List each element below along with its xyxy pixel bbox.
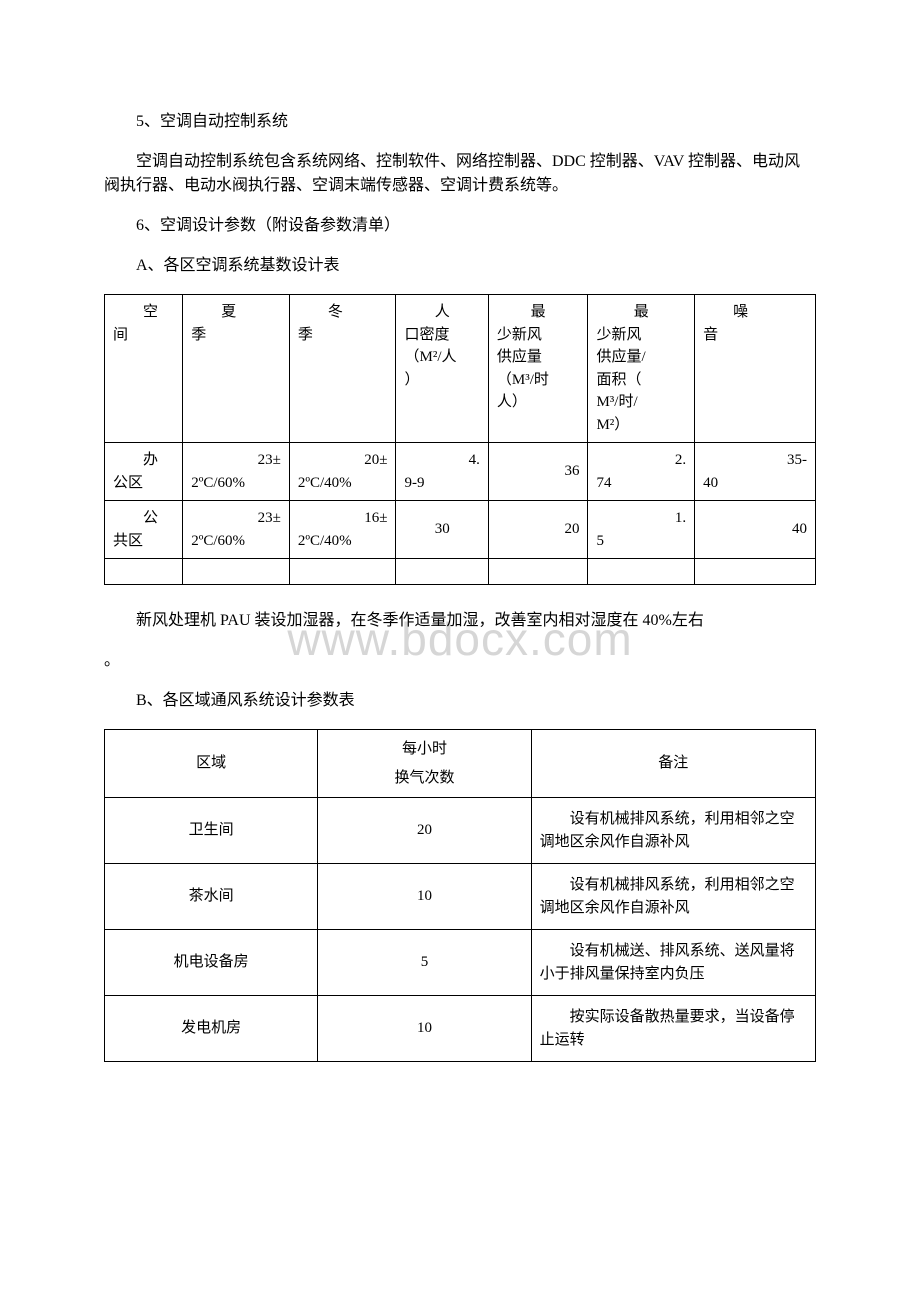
table-a-hdr-winter: 冬 季	[289, 295, 396, 443]
table-a-empty-row	[105, 559, 816, 585]
table-a-hdr-freshair-area: 最 少新风 供应量/ 面积（ M³/时/ M²）	[588, 295, 695, 443]
cell: 1. 5	[588, 501, 695, 559]
cell: 20	[488, 501, 588, 559]
table-b-hdr-note: 备注	[531, 730, 815, 798]
table-b-row: 机电设备房 5 设有机械送、排风系统、送风量将小于排风量保持室内负压	[105, 930, 816, 996]
table-a-row-public: 公 共区 23± 2ºC/60% 16± 2ºC/40% 30 20 1. 5 …	[105, 501, 816, 559]
cell: 设有机械送、排风系统、送风量将小于排风量保持室内负压	[531, 930, 815, 996]
table-b-header-row: 区域 每小时 换气次数 备注	[105, 730, 816, 798]
section-5-heading: 5、空调自动控制系统	[104, 110, 816, 134]
cell: 23± 2ºC/60%	[183, 501, 290, 559]
table-b-row: 卫生间 20 设有机械排风系统，利用相邻之空调地区余风作自源补风	[105, 798, 816, 864]
table-b-ventilation: 区域 每小时 换气次数 备注 卫生间 20 设有机械排风系统，利用相邻之空调地区…	[104, 729, 816, 1062]
cell: 2. 74	[588, 443, 695, 501]
table-a-hdr-noise: 噪 音	[695, 295, 816, 443]
table-a-hdr-density: 人 口密度 （M²/人 ）	[396, 295, 488, 443]
cell: 20± 2ºC/40%	[289, 443, 396, 501]
cell: 30	[396, 501, 488, 559]
table-b-hdr-area: 区域	[105, 730, 318, 798]
cell: 发电机房	[105, 996, 318, 1062]
document-page: 5、空调自动控制系统 空调自动控制系统包含系统网络、控制软件、网络控制器、DDC…	[0, 0, 920, 1146]
cell: 10	[318, 864, 531, 930]
cell: 设有机械排风系统，利用相邻之空调地区余风作自源补风	[531, 864, 815, 930]
section-6-heading: 6、空调设计参数（附设备参数清单）	[104, 214, 816, 238]
cell: 40	[695, 501, 816, 559]
cell: 16± 2ºC/40%	[289, 501, 396, 559]
table-b-hdr-changes: 每小时 换气次数	[318, 730, 531, 798]
cell: 办 公区	[105, 443, 183, 501]
cell: 按实际设备散热量要求，当设备停止运转	[531, 996, 815, 1062]
cell: 5	[318, 930, 531, 996]
table-a-hdr-space: 空 间	[105, 295, 183, 443]
table-a-header-row: 空 间 夏 季 冬 季 人 口密度 （M²/人 ） 最 少新风 供应量 （M³/	[105, 295, 816, 443]
table-a-hdr-freshair-person: 最 少新风 供应量 （M³/时 人）	[488, 295, 588, 443]
subsection-a-heading: A、各区空调系统基数设计表	[104, 254, 816, 278]
subsection-b-heading: B、各区域通风系统设计参数表	[104, 689, 816, 713]
pau-note-period: 。	[104, 649, 816, 673]
cell: 20	[318, 798, 531, 864]
cell: 23± 2ºC/60%	[183, 443, 290, 501]
table-a-hdr-summer: 夏 季	[183, 295, 290, 443]
cell: 4. 9-9	[396, 443, 488, 501]
cell: 设有机械排风系统，利用相邻之空调地区余风作自源补风	[531, 798, 815, 864]
cell: 10	[318, 996, 531, 1062]
cell: 公 共区	[105, 501, 183, 559]
table-b-row: 茶水间 10 设有机械排风系统，利用相邻之空调地区余风作自源补风	[105, 864, 816, 930]
pau-note: 新风处理机 PAU 装设加湿器，在冬季作适量加湿，改善室内相对湿度在 40%左右	[104, 609, 816, 633]
table-b-row: 发电机房 10 按实际设备散热量要求，当设备停止运转	[105, 996, 816, 1062]
cell: 36	[488, 443, 588, 501]
cell: 35- 40	[695, 443, 816, 501]
cell: 卫生间	[105, 798, 318, 864]
section-5-description: 空调自动控制系统包含系统网络、控制软件、网络控制器、DDC 控制器、VAV 控制…	[104, 150, 816, 198]
table-a-row-office: 办 公区 23± 2ºC/60% 20± 2ºC/40% 4. 9-9 36 2…	[105, 443, 816, 501]
cell: 机电设备房	[105, 930, 318, 996]
cell: 茶水间	[105, 864, 318, 930]
table-a-hvac-design: 空 间 夏 季 冬 季 人 口密度 （M²/人 ） 最 少新风 供应量 （M³/	[104, 294, 816, 585]
